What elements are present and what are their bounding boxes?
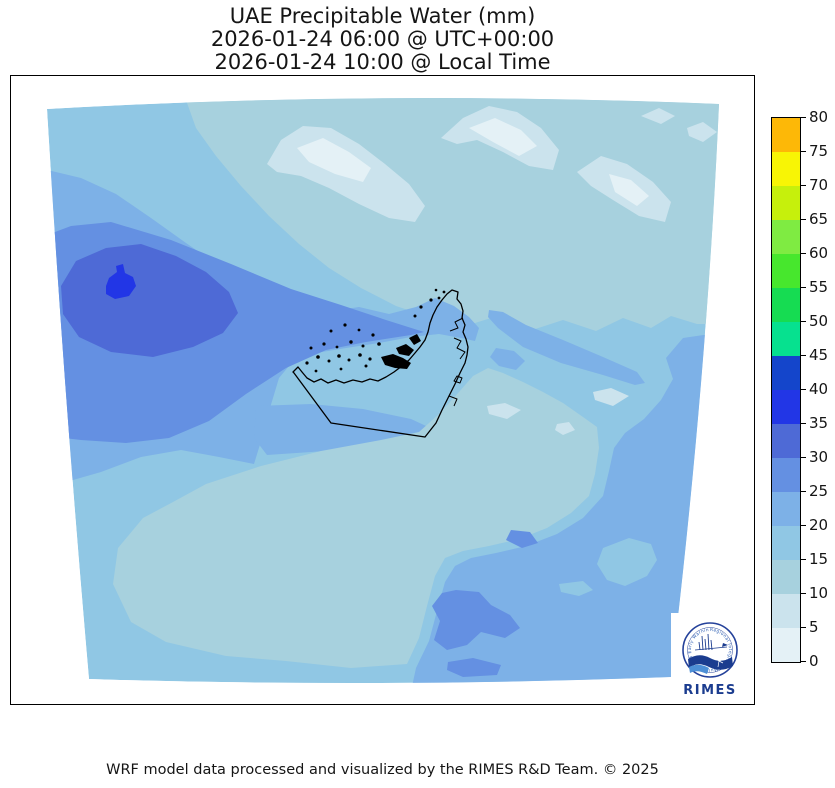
- colorbar-tick: [800, 219, 806, 220]
- colorbar-tick: [800, 321, 806, 322]
- title-line-3: 2026-01-24 10:00 @ Local Time: [10, 51, 755, 74]
- colorbar-tick: [800, 661, 806, 662]
- colorbar-tick: [800, 389, 806, 390]
- colorbar-tick-label: 55: [809, 278, 835, 296]
- colorbar-tick-label: 40: [809, 380, 835, 398]
- colorbar-tick: [800, 559, 806, 560]
- colorbar-segment: [772, 254, 800, 288]
- colorbar-tick: [800, 423, 806, 424]
- colorbar-tick: [800, 253, 806, 254]
- colorbar-tick-label: 0: [809, 652, 835, 670]
- colorbar-segment: [772, 628, 800, 662]
- colorbar-tick-label: 45: [809, 346, 835, 364]
- colorbar-segment: [772, 492, 800, 526]
- colorbar-tick-label: 10: [809, 584, 835, 602]
- colorbar-tick: [800, 593, 806, 594]
- colorbar-segment: [772, 424, 800, 458]
- contour-field: [31, 86, 731, 691]
- colorbar-segment: [772, 458, 800, 492]
- figure: UAE Precipitable Water (mm) 2026-01-24 0…: [0, 0, 835, 788]
- colorbar-segment: [772, 322, 800, 356]
- colorbar-tick-label: 70: [809, 176, 835, 194]
- colorbar-segment: [772, 560, 800, 594]
- colorbar-tick: [800, 457, 806, 458]
- chart-title: UAE Precipitable Water (mm) 2026-01-24 0…: [10, 5, 755, 74]
- title-line-1: UAE Precipitable Water (mm): [10, 5, 755, 28]
- colorbar-tick-label: 60: [809, 244, 835, 262]
- colorbar-segment: [772, 152, 800, 186]
- colorbar-tick: [800, 491, 806, 492]
- colorbar-tick: [800, 355, 806, 356]
- colorbar-tick-label: 20: [809, 516, 835, 534]
- colorbar-tick: [800, 117, 806, 118]
- colorbar-tick-label: 15: [809, 550, 835, 568]
- colorbar-tick-label: 50: [809, 312, 835, 330]
- title-line-2: 2026-01-24 06:00 @ UTC+00:00: [10, 28, 755, 51]
- colorbar-tick-label: 30: [809, 448, 835, 466]
- precipitable-water-map: Regional Integrated Multi-Hazard Early W…: [11, 76, 753, 703]
- colorbar-segment: [772, 186, 800, 220]
- logo-wordmark: RIMES: [683, 683, 737, 698]
- colorbar-tick: [800, 151, 806, 152]
- colorbar: [771, 117, 801, 663]
- colorbar-tick-label: 25: [809, 482, 835, 500]
- colorbar-segment: [772, 594, 800, 628]
- colorbar-segment: [772, 118, 800, 152]
- colorbar-segment: [772, 220, 800, 254]
- colorbar-tick-label: 35: [809, 414, 835, 432]
- colorbar-tick: [800, 287, 806, 288]
- colorbar-segment: [772, 288, 800, 322]
- colorbar-tick-label: 75: [809, 142, 835, 160]
- colorbar-tick-label: 65: [809, 210, 835, 228]
- colorbar-tick: [800, 627, 806, 628]
- colorbar-tick-label: 80: [809, 108, 835, 126]
- colorbar-segment: [772, 526, 800, 560]
- colorbar-segment: [772, 356, 800, 390]
- colorbar-tick-label: 5: [809, 618, 835, 636]
- colorbar-tick: [800, 185, 806, 186]
- colorbar-segment: [772, 390, 800, 424]
- footer-credit: WRF model data processed and visualized …: [10, 762, 755, 778]
- map-axes: Regional Integrated Multi-Hazard Early W…: [10, 75, 755, 705]
- colorbar-tick: [800, 525, 806, 526]
